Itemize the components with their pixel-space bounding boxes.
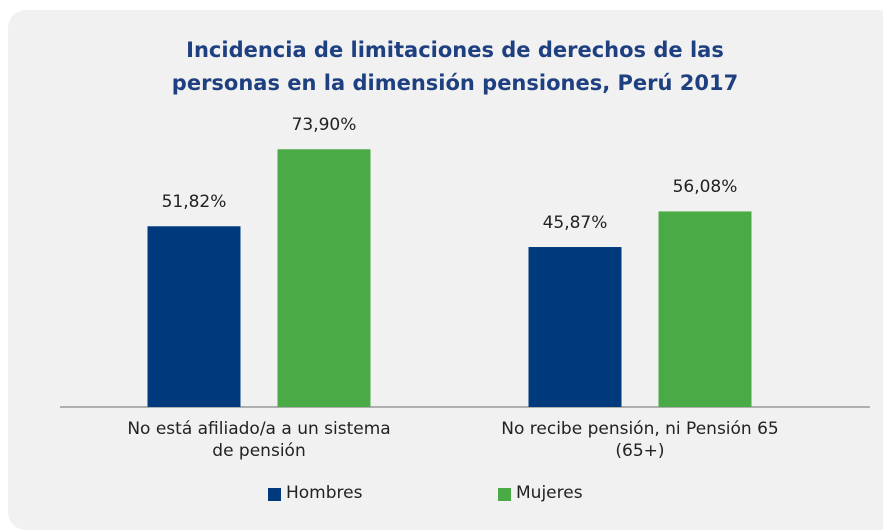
value-label: 45,87%	[542, 213, 608, 234]
value-label: 73,90%	[291, 115, 357, 136]
bar	[277, 149, 371, 407]
legend-label: Hombres	[286, 483, 363, 503]
page: Incidencia de limitaciones de derechos d…	[8, 10, 883, 530]
value-label: 56,08%	[672, 177, 738, 198]
bar	[147, 226, 241, 407]
legend-swatch	[498, 488, 511, 501]
legend-swatch	[268, 488, 281, 501]
x-tick-label: No recibe pensión, ni Pensión 65 (65+)	[501, 419, 779, 461]
bar	[528, 247, 622, 407]
bar	[658, 211, 752, 407]
legend-label: Mujeres	[516, 483, 583, 503]
chart	[60, 149, 870, 501]
x-tick-label: No está afiliado/a a un sistema de pensi…	[127, 419, 391, 461]
value-label: 51,82%	[161, 192, 227, 213]
chart-title: Incidencia de limitaciones de derechos d…	[171, 38, 739, 95]
